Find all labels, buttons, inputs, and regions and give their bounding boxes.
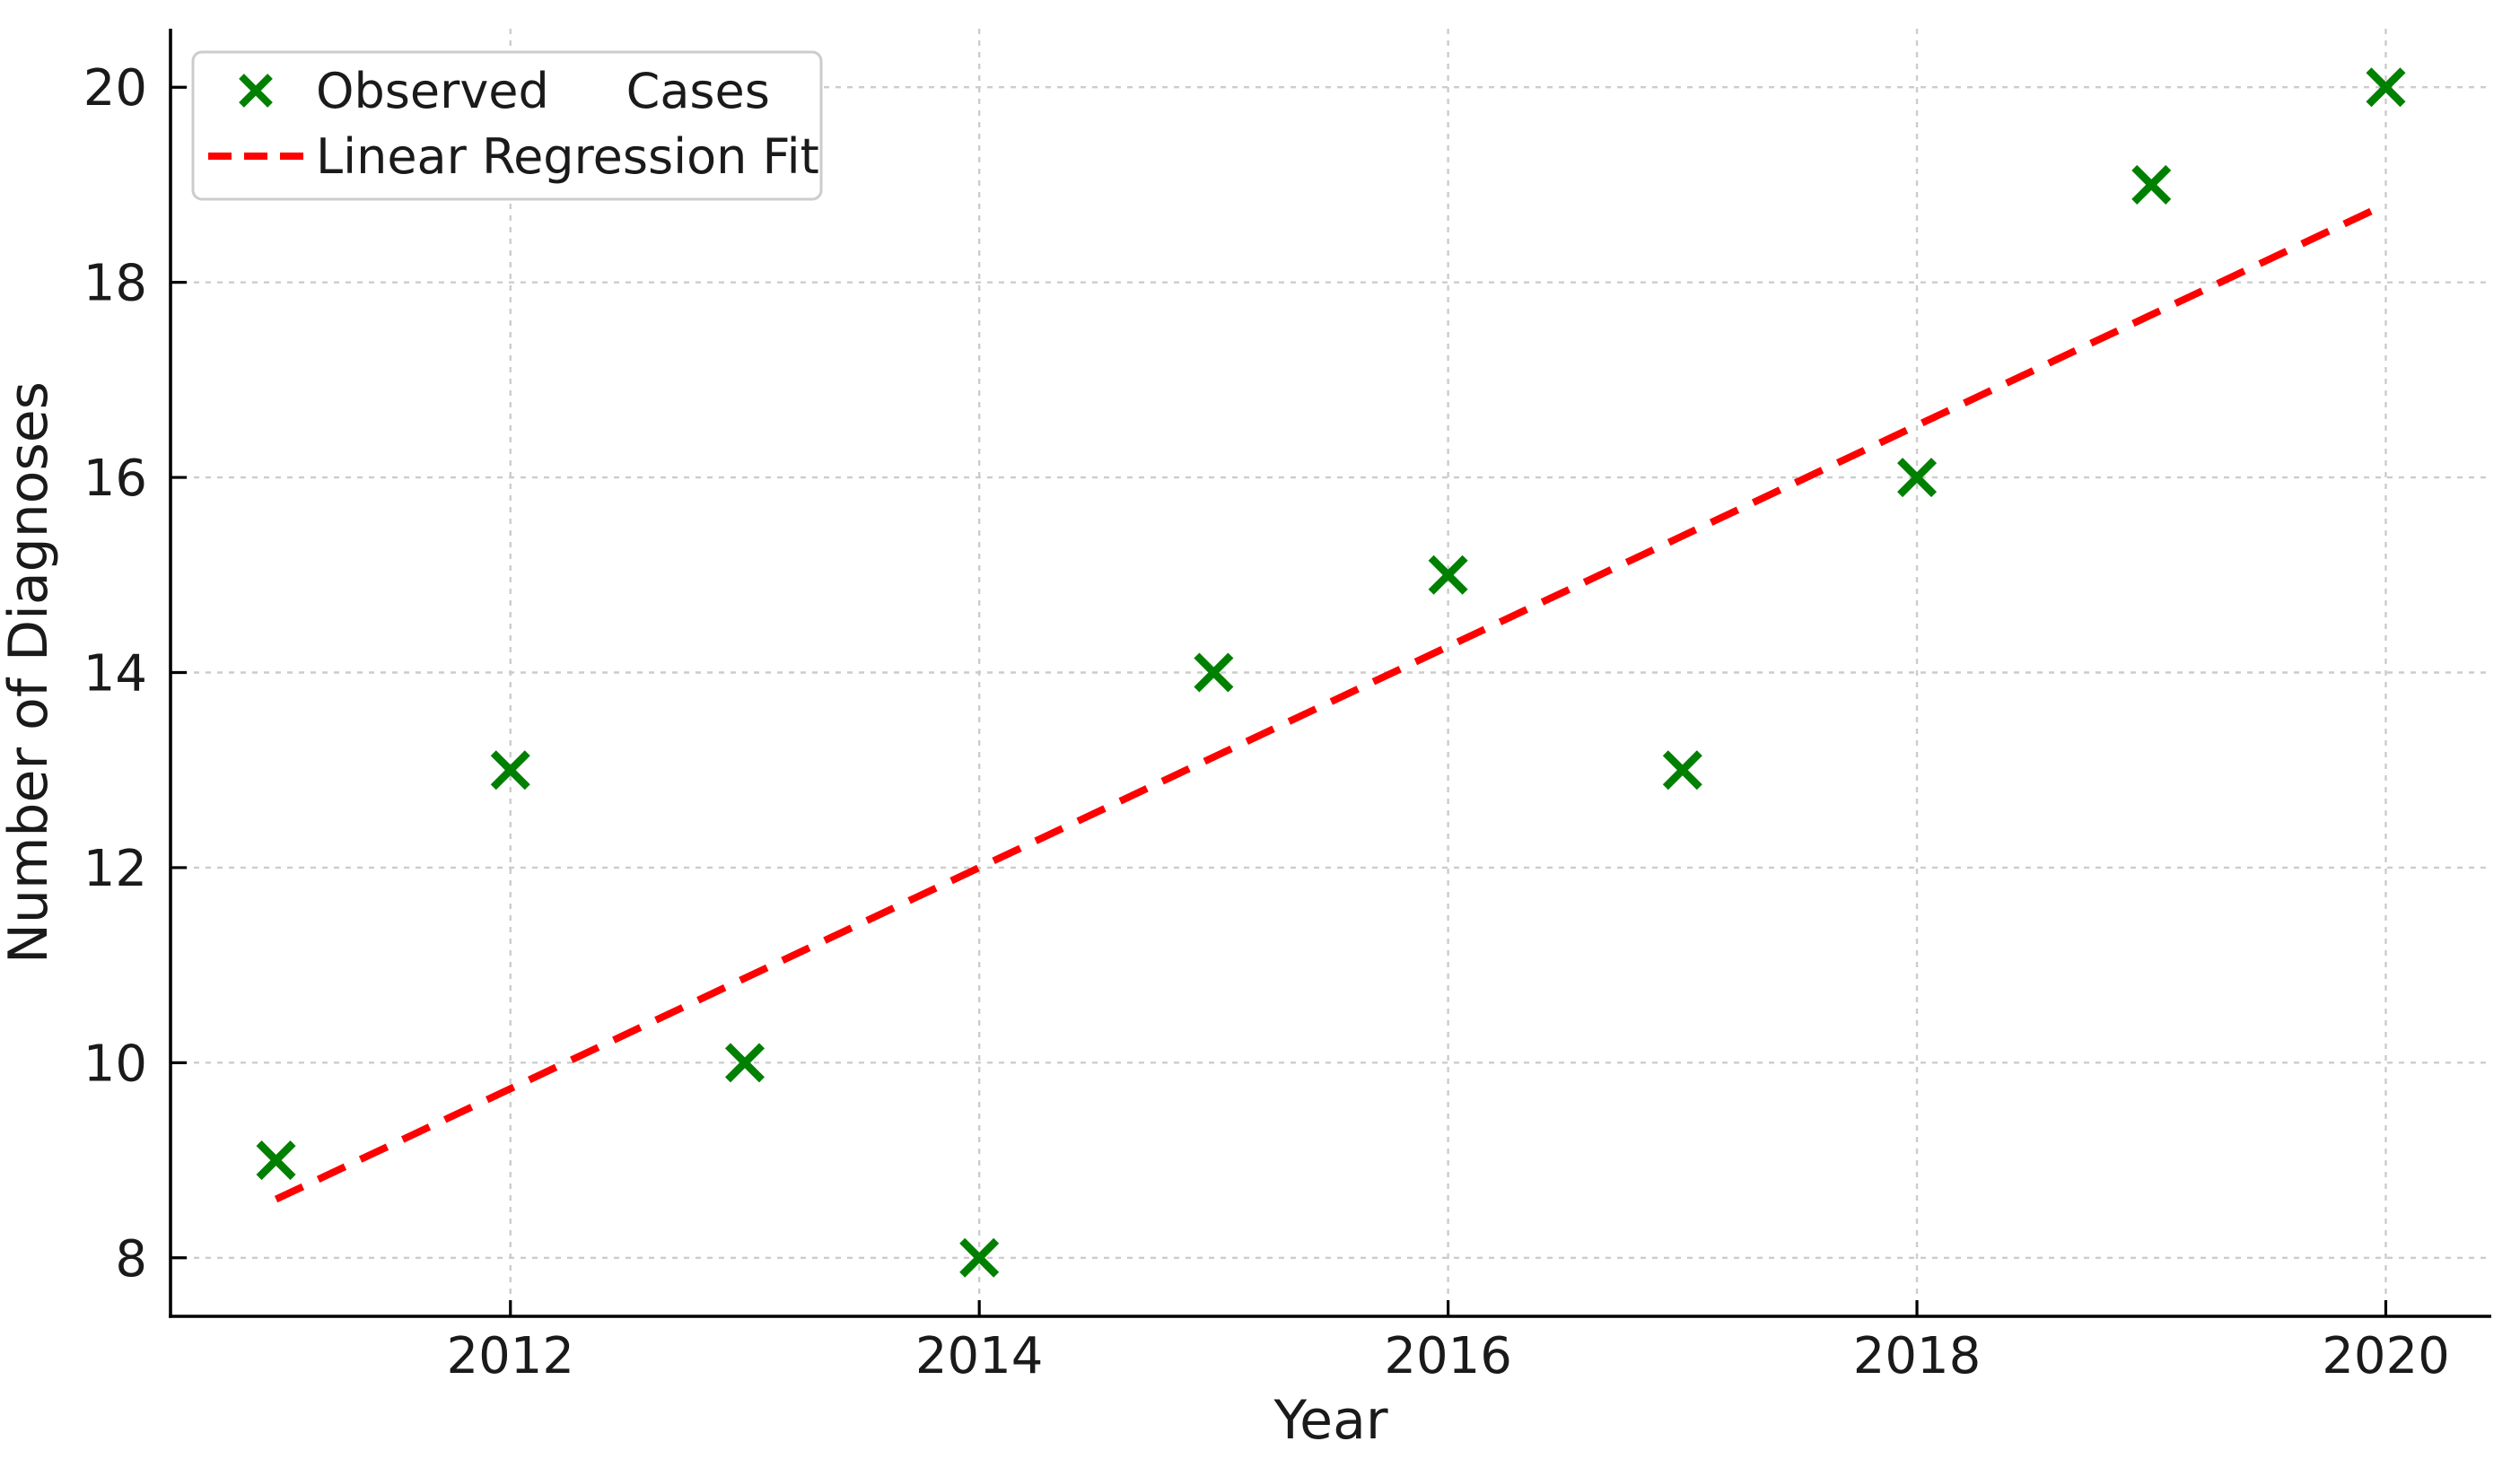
marker-stroke [1897, 458, 1938, 498]
scatter-marker [256, 1140, 296, 1181]
scatter-marker [2131, 164, 2172, 205]
marker-stroke [2131, 164, 2172, 205]
marker-stroke [2366, 67, 2406, 108]
y-axis-label: Number of Diagnoses [0, 381, 60, 964]
scatter-marker [490, 750, 530, 791]
scatter-marker [1897, 458, 1938, 498]
x-tick-label: 2018 [1853, 1327, 1982, 1385]
scatter-marker [724, 1043, 765, 1083]
x-tick-label: 2014 [915, 1327, 1044, 1385]
scatter-marker [2366, 67, 2406, 108]
regression-line [274, 201, 2388, 1203]
marker-stroke [256, 1140, 296, 1181]
x-tick-label: 2016 [1384, 1327, 1512, 1385]
marker-stroke [1428, 555, 1468, 595]
y-tick-label: 8 [115, 1230, 147, 1289]
y-tick-label: 14 [83, 645, 147, 703]
scatter-marker [1194, 652, 1234, 693]
y-tick-label: 20 [83, 59, 147, 118]
legend-marker-stroke [239, 74, 273, 108]
legend-box [191, 50, 823, 201]
legend-label-regression: Linear Regression Fit [316, 128, 819, 185]
y-tick-label: 18 [83, 255, 147, 313]
x-tick-label: 2012 [446, 1327, 574, 1385]
scatter-marker [959, 1237, 1000, 1278]
marker-stroke [1194, 652, 1234, 693]
y-tick-label: 10 [83, 1035, 147, 1093]
y-tick-label: 16 [83, 450, 147, 508]
x-axis-label: Year [1273, 1389, 1387, 1452]
marker-stroke [959, 1237, 1000, 1278]
marker-stroke [1662, 750, 1702, 791]
marker-stroke [724, 1043, 765, 1083]
legend-observed-handle [239, 74, 273, 108]
marker-stroke [490, 750, 530, 791]
y-tick-label: 12 [83, 840, 147, 898]
x-tick-label: 2020 [2322, 1327, 2450, 1385]
legend-label-observed: Observed Cases [316, 63, 770, 119]
scatter-marker [1428, 555, 1468, 595]
scatter-marker [1662, 750, 1702, 791]
